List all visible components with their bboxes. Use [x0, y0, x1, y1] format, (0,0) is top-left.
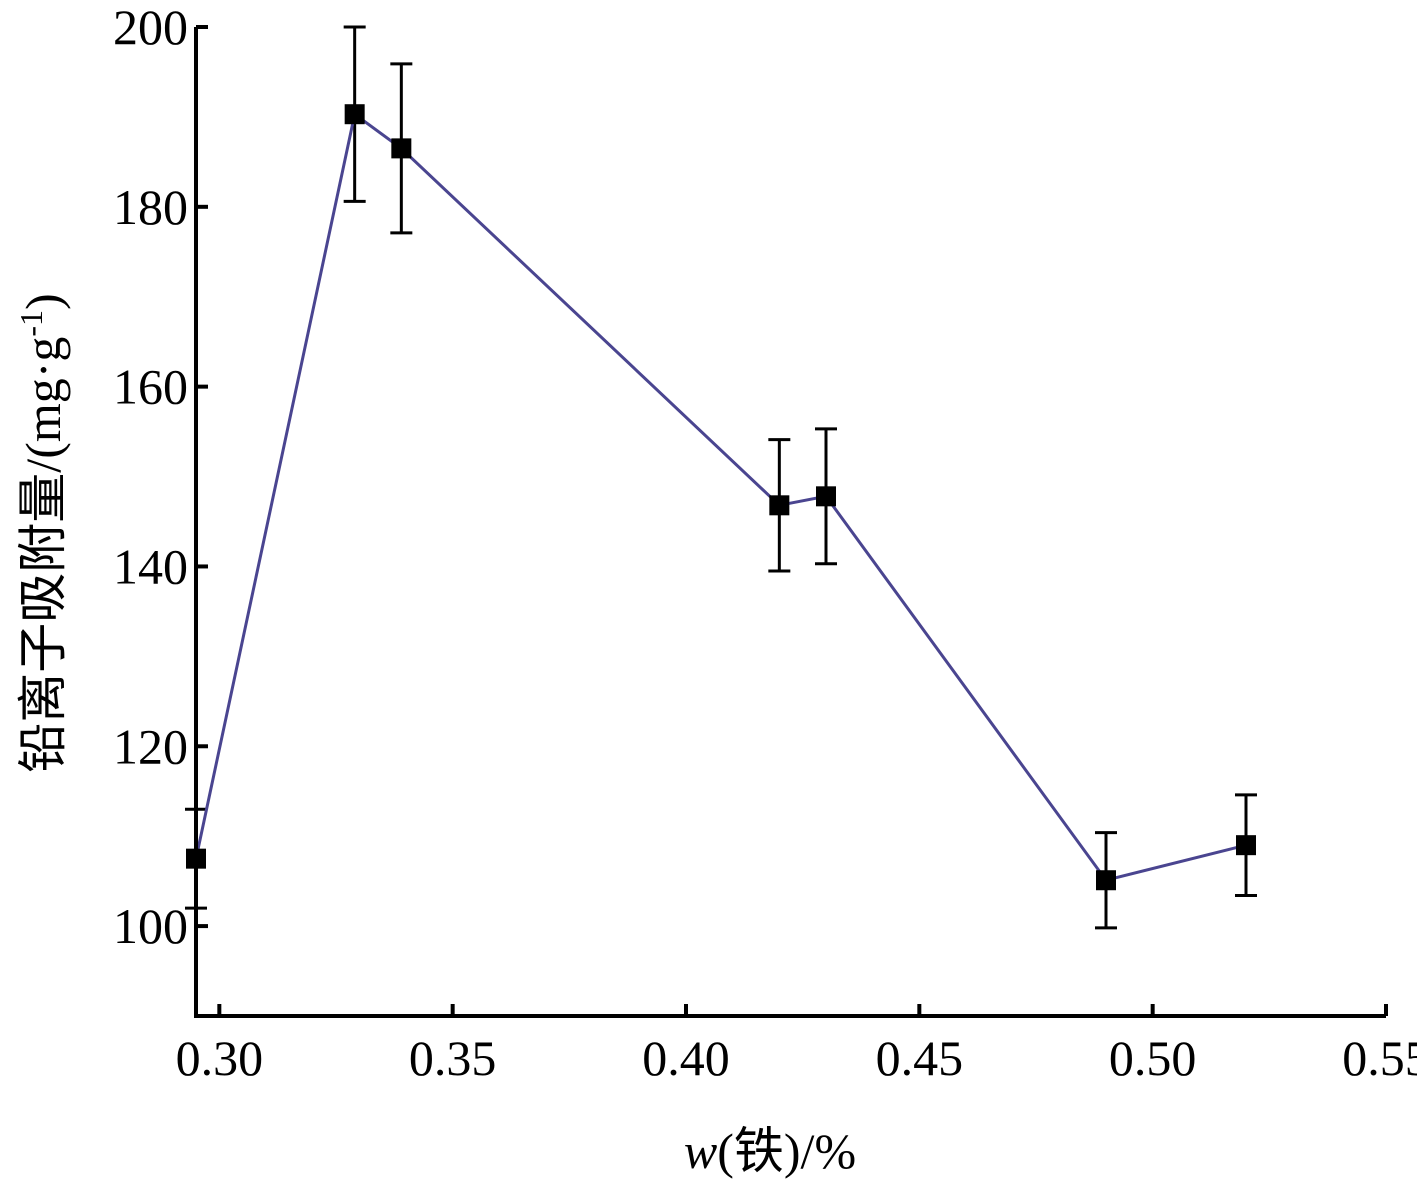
y-tick-label: 120: [113, 718, 188, 774]
x-tick-label: 0.55: [1342, 1030, 1417, 1086]
y-tick-label: 140: [113, 538, 188, 594]
y-axis-label: 铅离子吸附量/(mg·g-1): [13, 293, 71, 772]
data-point: [1236, 835, 1256, 856]
data-point: [1096, 870, 1116, 891]
data-point: [816, 486, 836, 507]
y-tick-label: 100: [113, 898, 188, 954]
y-tick-label: 180: [113, 179, 188, 235]
data-point: [391, 138, 412, 159]
x-tick-label: 0.50: [1109, 1030, 1197, 1086]
x-tick-label: 0.40: [642, 1030, 730, 1086]
y-axis: 100 120 140 160 180 200: [113, 0, 208, 1016]
x-tick-label: 0.35: [409, 1030, 497, 1086]
x-axis-label: w(铁)/%: [684, 1123, 856, 1179]
data-point: [769, 495, 790, 516]
series-line: [194, 111, 1247, 882]
x-tick-label: 0.30: [176, 1030, 264, 1086]
x-tick-label: 0.45: [876, 1030, 964, 1086]
y-tick-label: 200: [113, 0, 188, 55]
x-axis: 0.30 0.35 0.40 0.45 0.50 0.55: [176, 1004, 1417, 1086]
plot-area: [185, 25, 1257, 930]
data-point: [344, 104, 365, 125]
markers: [186, 104, 1256, 891]
y-tick-label: 160: [113, 359, 188, 415]
